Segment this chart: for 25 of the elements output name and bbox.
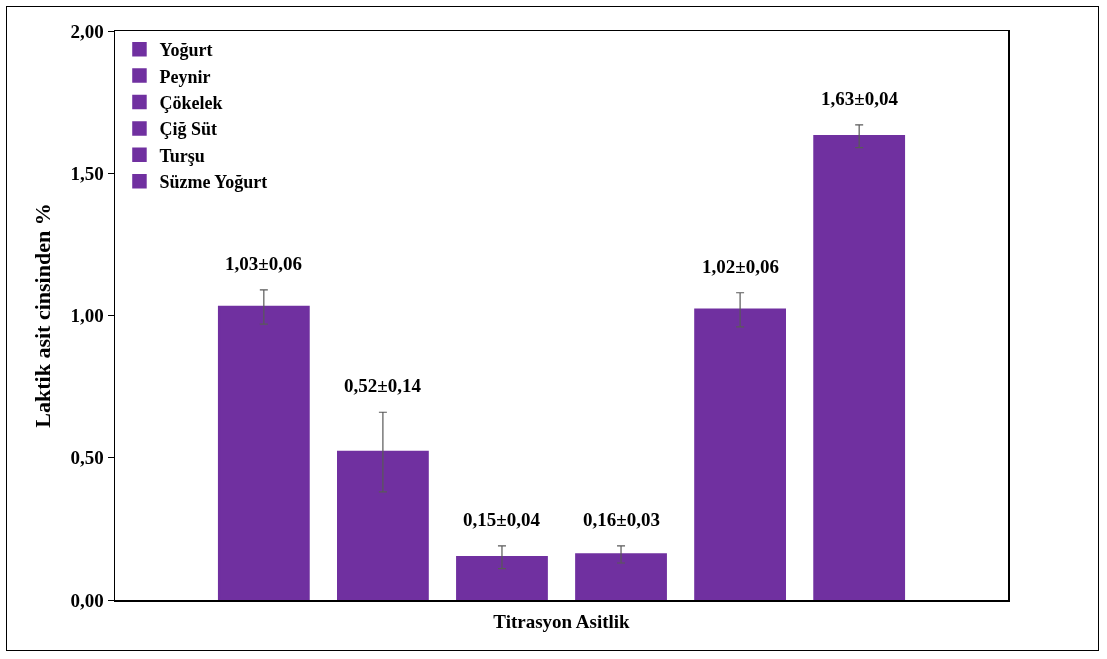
bar <box>217 305 310 600</box>
data-label: 0,52±0,14 <box>344 375 422 396</box>
y-axis-title: Laktik asit cinsinden % <box>29 203 55 428</box>
x-axis-title: Titrasyon Asitlik <box>493 610 631 632</box>
bar <box>813 135 906 600</box>
legend-label: Yoğurt <box>159 40 213 61</box>
y-tick-label: 2,00 <box>70 20 104 42</box>
bar <box>575 553 667 600</box>
data-label: 1,02±0,06 <box>702 256 779 277</box>
data-label: 0,15±0,04 <box>463 509 541 530</box>
y-tick-label: 1,50 <box>70 162 104 184</box>
data-label: 1,03±0,06 <box>225 253 302 274</box>
legend-label: Peynir <box>159 66 211 87</box>
legend-label: Turşu <box>159 145 205 166</box>
bar <box>456 556 548 600</box>
y-tick-label: 0,00 <box>70 589 104 611</box>
bar <box>337 450 429 600</box>
data-label: 0,16±0,03 <box>583 509 660 530</box>
legend-label: Çökelek <box>159 93 223 114</box>
y-tick-label: 0,50 <box>70 447 104 469</box>
legend-label: Süzme Yoğurt <box>159 172 268 193</box>
bar <box>694 308 786 600</box>
data-label: 1,63±0,04 <box>821 88 899 109</box>
y-tick-label: 1,00 <box>70 305 104 327</box>
legend-label: Çiğ Süt <box>159 119 217 140</box>
